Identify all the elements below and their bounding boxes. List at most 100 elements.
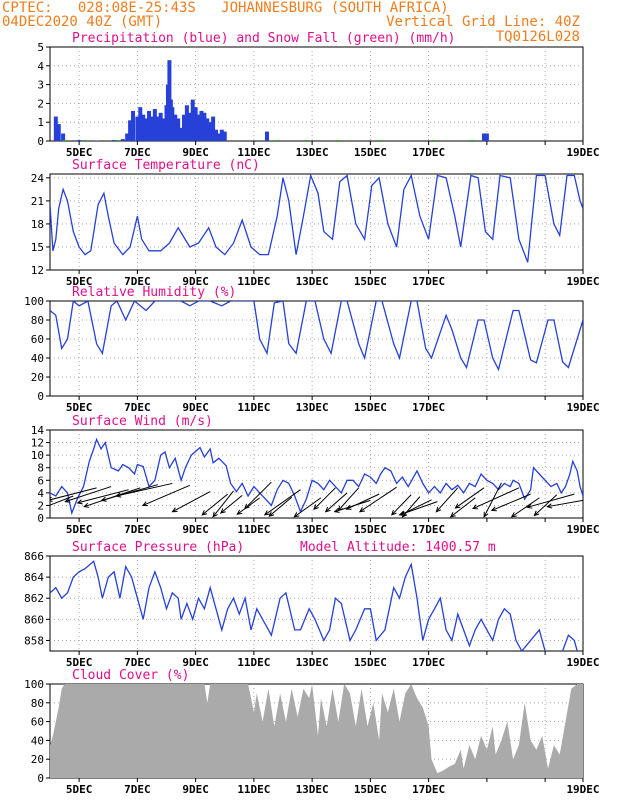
wind-ytick-label: 0 (37, 512, 44, 525)
temp-xtick-label: 13DEC (296, 275, 329, 288)
cloud-xtick-label: 9DEC (182, 783, 209, 796)
cloud-title: Cloud Cover (%) (72, 668, 189, 683)
precip-bar (120, 139, 125, 141)
precip-ytick-label: 3 (37, 79, 44, 92)
wind-vector (547, 499, 583, 508)
wind-vector-head (219, 508, 226, 514)
wind-ytick-label: 2 (37, 499, 44, 512)
precip-bar (141, 114, 146, 141)
precip-bar (208, 122, 213, 141)
cloud-xtick-label: 11DEC (237, 783, 270, 796)
wind-ytick-label: 8 (37, 462, 44, 475)
cloud-xtick-label: 15DEC (354, 783, 387, 796)
precip-bar (184, 105, 189, 141)
wind-vector (337, 487, 360, 511)
precip-bar (131, 110, 136, 141)
precip-xtick-label: 11DEC (237, 146, 270, 159)
wind-line (50, 437, 583, 516)
pressure-xtick-label: 15DEC (354, 656, 387, 669)
wind-vector-head (236, 509, 243, 515)
snow-bar (336, 140, 341, 141)
pressure-line (50, 560, 578, 651)
wind-vector (220, 494, 243, 514)
humidity-panel (46, 300, 584, 400)
pressure-xtick-label: 19DEC (566, 656, 599, 669)
wind-vector-head (398, 510, 405, 516)
precip-bar (147, 110, 152, 141)
precip-xtick-label: 19DEC (566, 146, 599, 159)
precip-ytick-label: 4 (37, 60, 44, 73)
wind-vector-head (244, 503, 250, 510)
precip-bar (56, 124, 61, 141)
snow-bar (114, 140, 119, 141)
temp-xtick-label: 7DEC (124, 275, 151, 288)
temp-ytick-label: 24 (31, 172, 45, 185)
header-model-code: TQ0126L028 (495, 29, 580, 45)
precip-bar (144, 118, 149, 141)
wind-frame (49, 429, 584, 519)
precip-bar (112, 140, 117, 141)
cloud-ytick-label: 0 (37, 772, 44, 785)
wind-vector (65, 486, 112, 503)
cloud-cover-area (50, 684, 583, 778)
precip-bar (190, 99, 195, 141)
humidity-ytick-label: 0 (37, 390, 44, 403)
wind-vector-head (263, 510, 270, 516)
pressure-xtick-label: 11DEC (237, 656, 270, 669)
wind-vector (435, 487, 459, 513)
wind-vector-head (333, 507, 340, 513)
wind-xtick-label: 15DEC (354, 523, 387, 536)
wind-vector (50, 495, 74, 506)
wind-vector (313, 487, 336, 510)
humidity-xtick-label: 17DEC (412, 401, 445, 414)
wind-vector (236, 497, 260, 515)
wind-vector (391, 494, 412, 516)
wind-vector (325, 492, 348, 513)
precip-bar (202, 112, 207, 141)
precip-bar (196, 114, 201, 141)
pressure-frame (49, 555, 584, 652)
humidity-xtick-label: 11DEC (237, 401, 270, 414)
precip-bar (158, 112, 163, 141)
cloud-xtick-label: 7DEC (124, 783, 151, 796)
precip-bar (214, 129, 219, 141)
wind-vector-head (490, 506, 497, 512)
precip-bar (222, 131, 227, 141)
temp-xtick-label: 9DEC (182, 275, 209, 288)
precip-bar (173, 114, 178, 141)
wind-vector (399, 501, 438, 516)
precip-bar (484, 133, 489, 141)
wind-vector (264, 489, 301, 516)
precip-ytick-label: 2 (37, 97, 44, 110)
wind-panel (46, 429, 584, 522)
precip-xtick-label: 13DEC (296, 146, 329, 159)
snow-bar (470, 140, 475, 141)
precip-bar (481, 133, 486, 141)
wind-vector (212, 490, 234, 518)
wind-vector-head (435, 506, 442, 513)
precip-bar (135, 116, 140, 141)
wind-vector-head (201, 510, 208, 516)
wind-vector-head (483, 511, 489, 518)
humidity-line (50, 301, 583, 372)
wind-vector (359, 486, 397, 513)
humidity-xtick-label: 9DEC (182, 401, 209, 414)
precip-xtick-label: 15DEC (354, 146, 387, 159)
wind-vector (346, 493, 380, 510)
wind-ytick-label: 12 (31, 437, 44, 450)
precip-bar (219, 129, 224, 141)
wind-vector-head (390, 509, 397, 516)
wind-vector-head (454, 503, 461, 509)
pressure-ytick-label: 866 (24, 550, 44, 563)
wind-vector-head (50, 496, 53, 502)
pressure-annotation: Model Altitude: 1400.57 m (300, 540, 496, 555)
temp-title: Surface Temperature (nC) (72, 158, 260, 173)
wind-vector-head (115, 492, 122, 498)
wind-vector (511, 497, 540, 518)
humidity-ytick-label: 80 (31, 314, 44, 327)
snow-bar (432, 140, 437, 141)
precip-ytick-label: 5 (37, 41, 44, 54)
temp-xtick-label: 15DEC (354, 275, 387, 288)
precip-xtick-label: 7DEC (124, 146, 151, 159)
precip-bar (176, 118, 181, 141)
